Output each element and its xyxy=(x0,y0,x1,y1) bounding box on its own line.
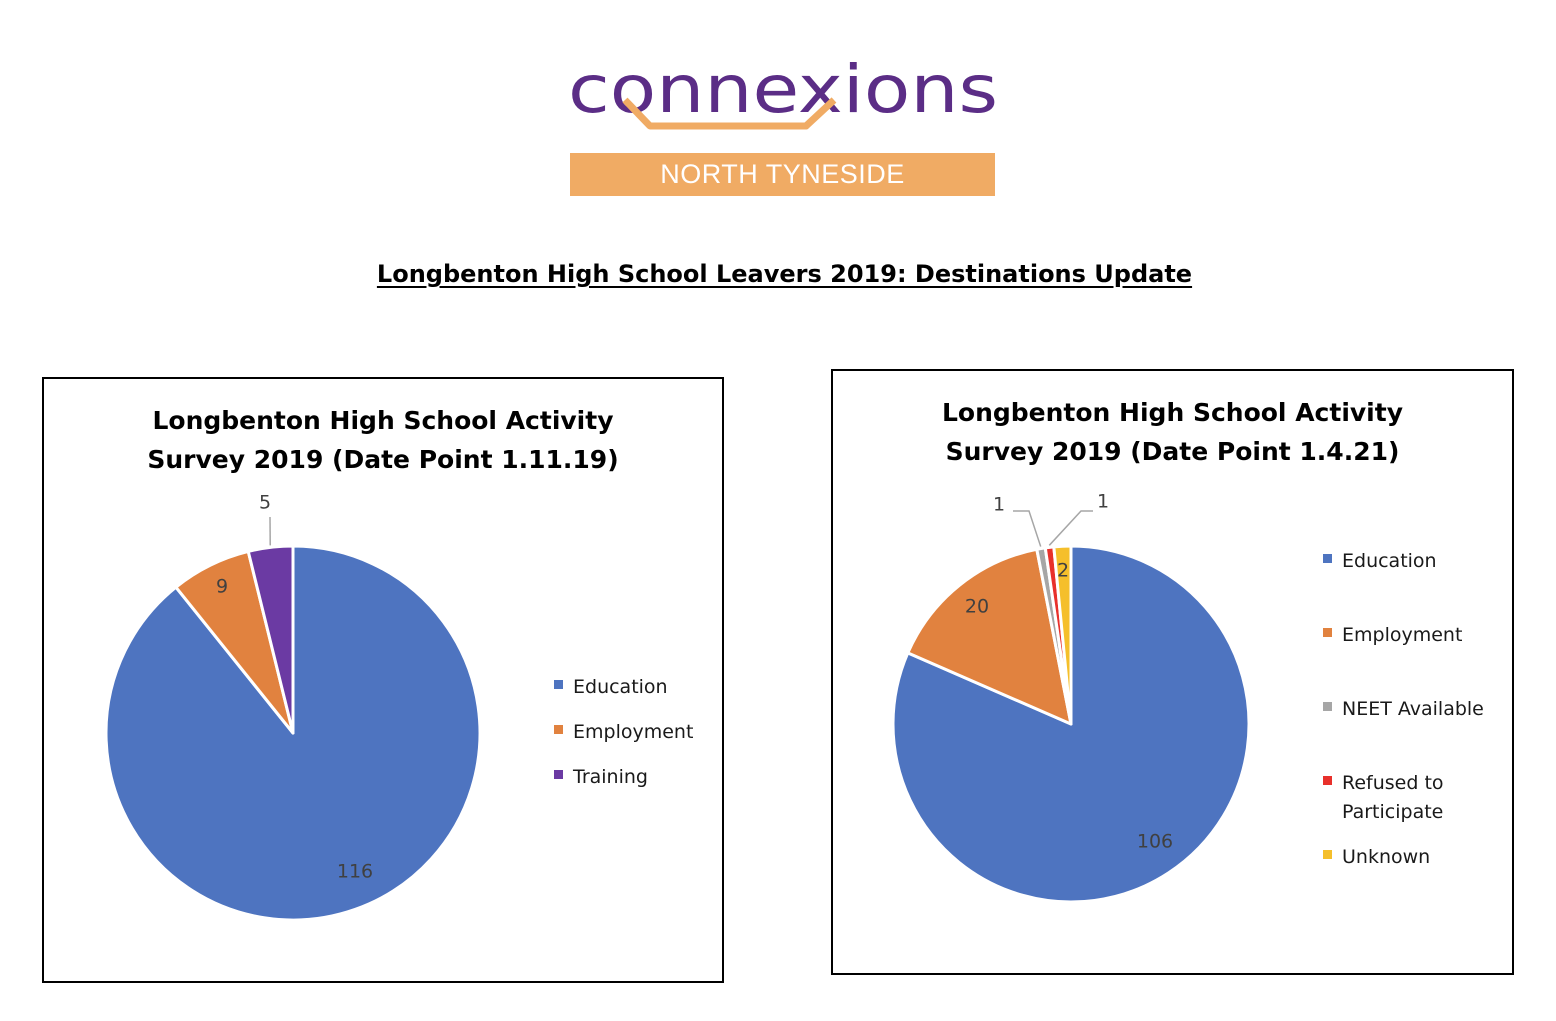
chart-title-text: Longbenton High School Activity Survey 2… xyxy=(147,406,619,474)
logo-subtitle-band: NORTH TYNESIDE xyxy=(570,153,995,196)
legend-label: Unknown xyxy=(1342,846,1431,868)
logo-wordmark: connexions xyxy=(568,51,998,128)
legend-label: Training xyxy=(573,766,648,788)
data-label-education: 116 xyxy=(337,861,373,883)
legend-swatch xyxy=(554,770,563,779)
legend-swatch xyxy=(1323,628,1332,637)
leader-line-neet-available xyxy=(1013,510,1042,547)
pie-chart-1: Longbenton High School Activity Survey 2… xyxy=(42,377,724,983)
pie-slice-training xyxy=(246,544,295,735)
logo-subtitle: NORTH TYNESIDE xyxy=(660,159,905,189)
legend-swatch xyxy=(1323,554,1332,563)
pie-chart-2: Longbenton High School Activity Survey 2… xyxy=(831,369,1514,975)
data-label-neet-available: 1 xyxy=(993,494,1005,516)
data-label-training: 5 xyxy=(259,492,271,514)
legend-swatch xyxy=(554,680,563,689)
data-label-unknown: 2 xyxy=(1057,560,1069,582)
legend-label: Refused to Participate xyxy=(1342,772,1444,823)
legend-label: Education xyxy=(573,676,668,698)
legend-swatch xyxy=(1323,776,1332,785)
data-label-education: 106 xyxy=(1137,831,1173,853)
pie-slice-unknown xyxy=(1052,544,1073,726)
pie-slice-employment xyxy=(906,547,1073,726)
legend-label: Employment xyxy=(573,721,694,743)
connexions-logo: connexions xyxy=(568,51,998,130)
legend-label: Employment xyxy=(1342,624,1463,646)
chart-title-text: Longbenton High School Activity Survey 2… xyxy=(941,398,1403,466)
data-label-refused-to-participate: 1 xyxy=(1097,491,1109,513)
chart-title: Longbenton High School Activity Survey 2… xyxy=(833,393,1512,471)
legend-swatch xyxy=(1323,850,1332,859)
legend-label: NEET Available xyxy=(1342,698,1484,720)
legend-swatch xyxy=(554,725,563,734)
pie-plot: 116 9 5 xyxy=(104,492,482,922)
data-label-employment: 20 xyxy=(965,596,989,618)
logo-house-outline xyxy=(622,97,837,130)
leader-line-refused-to-participate xyxy=(1048,510,1093,546)
legend-label: Education xyxy=(1342,550,1437,572)
chart-title: Longbenton High School Activity Survey 2… xyxy=(44,401,722,479)
legend-swatch xyxy=(1323,702,1332,711)
data-label-employment: 9 xyxy=(216,576,228,598)
page-title: Longbenton High School Leavers 2019: Des… xyxy=(376,260,1193,288)
